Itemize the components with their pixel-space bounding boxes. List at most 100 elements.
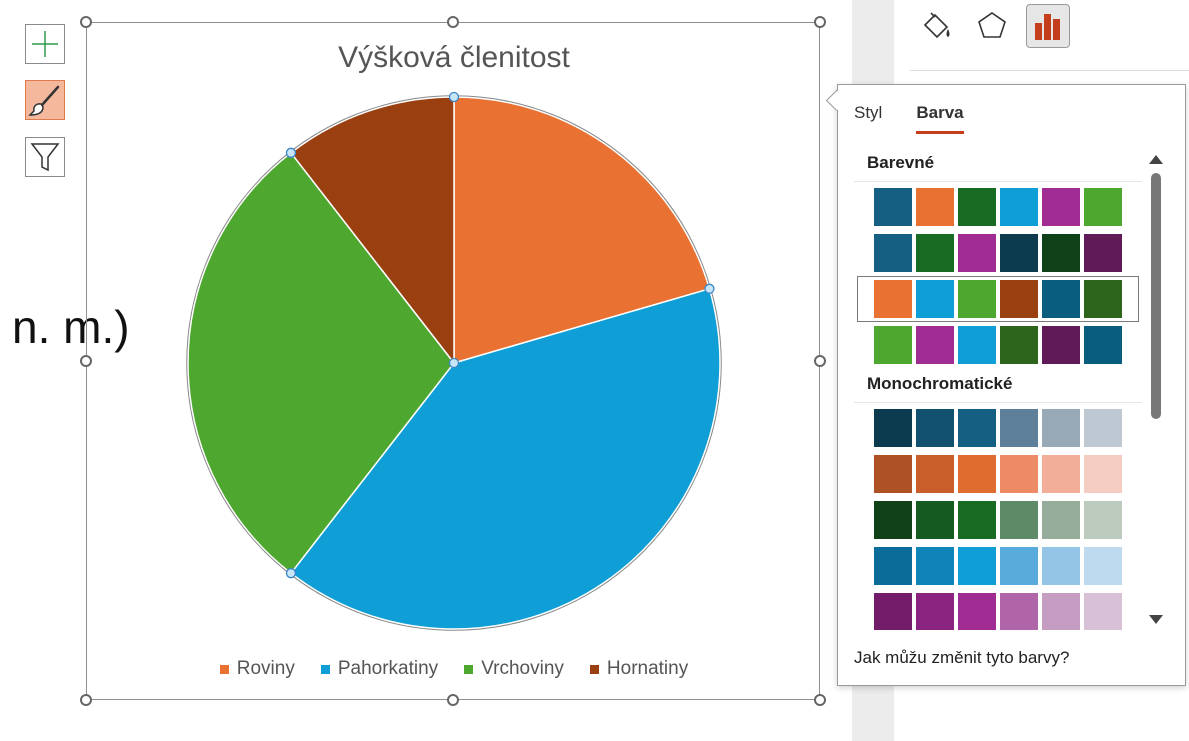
pentagon-effects-icon xyxy=(978,12,1006,38)
resize-handle-top-right[interactable] xyxy=(814,16,826,28)
pie-slice-vrchoviny[interactable] xyxy=(187,151,455,575)
color-swatch xyxy=(874,280,912,318)
color-swatch xyxy=(916,326,954,364)
color-swatch xyxy=(958,326,996,364)
color-palette-list: Barevné Monochromatické xyxy=(854,147,1142,630)
legend-label: Vrchoviny xyxy=(481,658,564,679)
color-swatch xyxy=(1084,409,1122,447)
legend-item-vrchoviny: Vrchoviny xyxy=(464,658,564,680)
color-swatch xyxy=(1042,188,1080,226)
pie-chart[interactable] xyxy=(87,23,821,701)
color-swatch xyxy=(916,501,954,539)
color-swatch xyxy=(1084,326,1122,364)
color-swatch xyxy=(958,280,996,318)
color-swatch xyxy=(1000,455,1038,493)
color-swatch xyxy=(1084,280,1122,318)
color-swatch xyxy=(916,188,954,226)
color-scheme-option[interactable] xyxy=(854,543,1142,589)
color-swatch xyxy=(874,593,912,630)
resize-handle-bottom-left[interactable] xyxy=(80,694,92,706)
scrollbar-thumb[interactable] xyxy=(1151,173,1161,419)
resize-handle-bottom[interactable] xyxy=(447,694,459,706)
chart-legend[interactable]: Roviny Pahorkatiny Vrchoviny Hornatiny xyxy=(87,658,821,680)
bar-chart-options-icon xyxy=(1035,14,1060,40)
selection-point[interactable] xyxy=(285,568,297,579)
color-scheme-option[interactable] xyxy=(854,451,1142,497)
color-swatch xyxy=(1042,547,1080,585)
color-swatch xyxy=(916,593,954,630)
color-swatch xyxy=(916,409,954,447)
color-scheme-option[interactable] xyxy=(857,276,1139,322)
effects-tab[interactable] xyxy=(970,4,1014,48)
scroll-down-arrow-icon[interactable] xyxy=(1149,615,1163,624)
chart-area[interactable]: Výšková členitost Roviny Pahorkatiny Vrc… xyxy=(86,22,820,700)
resize-handle-left[interactable] xyxy=(80,355,92,367)
color-scheme-option[interactable] xyxy=(854,230,1142,276)
color-swatch xyxy=(958,234,996,272)
color-swatch xyxy=(874,409,912,447)
scroll-up-arrow-icon[interactable] xyxy=(1149,155,1163,164)
pie-slice-roviny[interactable] xyxy=(453,96,711,364)
chart-filters-button[interactable] xyxy=(25,137,65,177)
color-scheme-option[interactable] xyxy=(854,322,1142,368)
selection-point[interactable] xyxy=(448,91,460,103)
color-scheme-option[interactable] xyxy=(854,405,1142,451)
legend-label: Hornatiny xyxy=(606,658,689,679)
legend-label: Pahorkatiny xyxy=(337,658,439,679)
color-swatch xyxy=(874,234,912,272)
help-link[interactable]: Jak můžu změnit tyto barvy? xyxy=(854,648,1070,667)
color-swatch xyxy=(1042,501,1080,539)
color-swatch xyxy=(1042,326,1080,364)
popover-tabs: Styl Barva xyxy=(854,103,964,134)
color-swatch xyxy=(958,547,996,585)
color-swatch xyxy=(1000,326,1038,364)
pie-slice-pahorkatiny[interactable] xyxy=(289,287,721,630)
color-scheme-option[interactable] xyxy=(854,184,1142,230)
legend-swatch xyxy=(219,664,229,674)
legend-swatch xyxy=(464,664,474,674)
popover-arrow xyxy=(825,89,848,112)
color-swatch xyxy=(1000,234,1038,272)
chart-styles-button[interactable] xyxy=(25,80,65,120)
resize-handle-bottom-right[interactable] xyxy=(814,694,826,706)
color-swatch xyxy=(1042,409,1080,447)
color-swatch xyxy=(916,280,954,318)
color-swatch xyxy=(958,455,996,493)
color-swatch xyxy=(874,547,912,585)
color-scheme-option[interactable] xyxy=(854,589,1142,630)
fill-line-tab[interactable] xyxy=(914,4,958,48)
resize-handle-right[interactable] xyxy=(814,355,826,367)
color-swatch xyxy=(958,593,996,630)
tab-barva[interactable]: Barva xyxy=(916,103,964,134)
color-swatch xyxy=(874,501,912,539)
resize-handle-top[interactable] xyxy=(447,16,459,28)
selection-point[interactable] xyxy=(704,283,715,294)
pie-slice-hornatiny[interactable] xyxy=(289,96,455,366)
legend-item-pahorkatiny: Pahorkatiny xyxy=(320,658,439,680)
palette-scrollbar[interactable] xyxy=(1144,147,1168,632)
color-swatch xyxy=(1084,501,1122,539)
chart-options-tab[interactable] xyxy=(1026,4,1070,48)
color-scheme-option[interactable] xyxy=(854,497,1142,543)
color-swatch xyxy=(916,547,954,585)
color-swatch xyxy=(1084,547,1122,585)
color-swatch xyxy=(1000,188,1038,226)
chart-title[interactable]: Výšková členitost xyxy=(338,41,570,74)
chart-color-popover: Styl Barva Barevné Monochromatické Jak mů… xyxy=(825,84,1186,686)
color-swatch xyxy=(1000,547,1038,585)
add-chart-element-button[interactable] xyxy=(25,24,65,64)
fill-icon xyxy=(923,12,950,39)
legend-label: Roviny xyxy=(236,658,295,679)
color-swatch xyxy=(1042,234,1080,272)
color-swatch xyxy=(1042,593,1080,630)
resize-handle-top-left[interactable] xyxy=(80,16,92,28)
color-swatch xyxy=(1084,234,1122,272)
color-swatch xyxy=(1000,409,1038,447)
selection-point[interactable] xyxy=(448,357,460,369)
filter-icon xyxy=(30,143,60,172)
tab-styl[interactable]: Styl xyxy=(854,103,883,122)
pane-divider xyxy=(910,70,1189,71)
selection-point[interactable] xyxy=(285,147,297,158)
background-partial-text: n. m.) xyxy=(12,301,130,353)
palette-section-title: Monochromatické xyxy=(854,368,1142,403)
